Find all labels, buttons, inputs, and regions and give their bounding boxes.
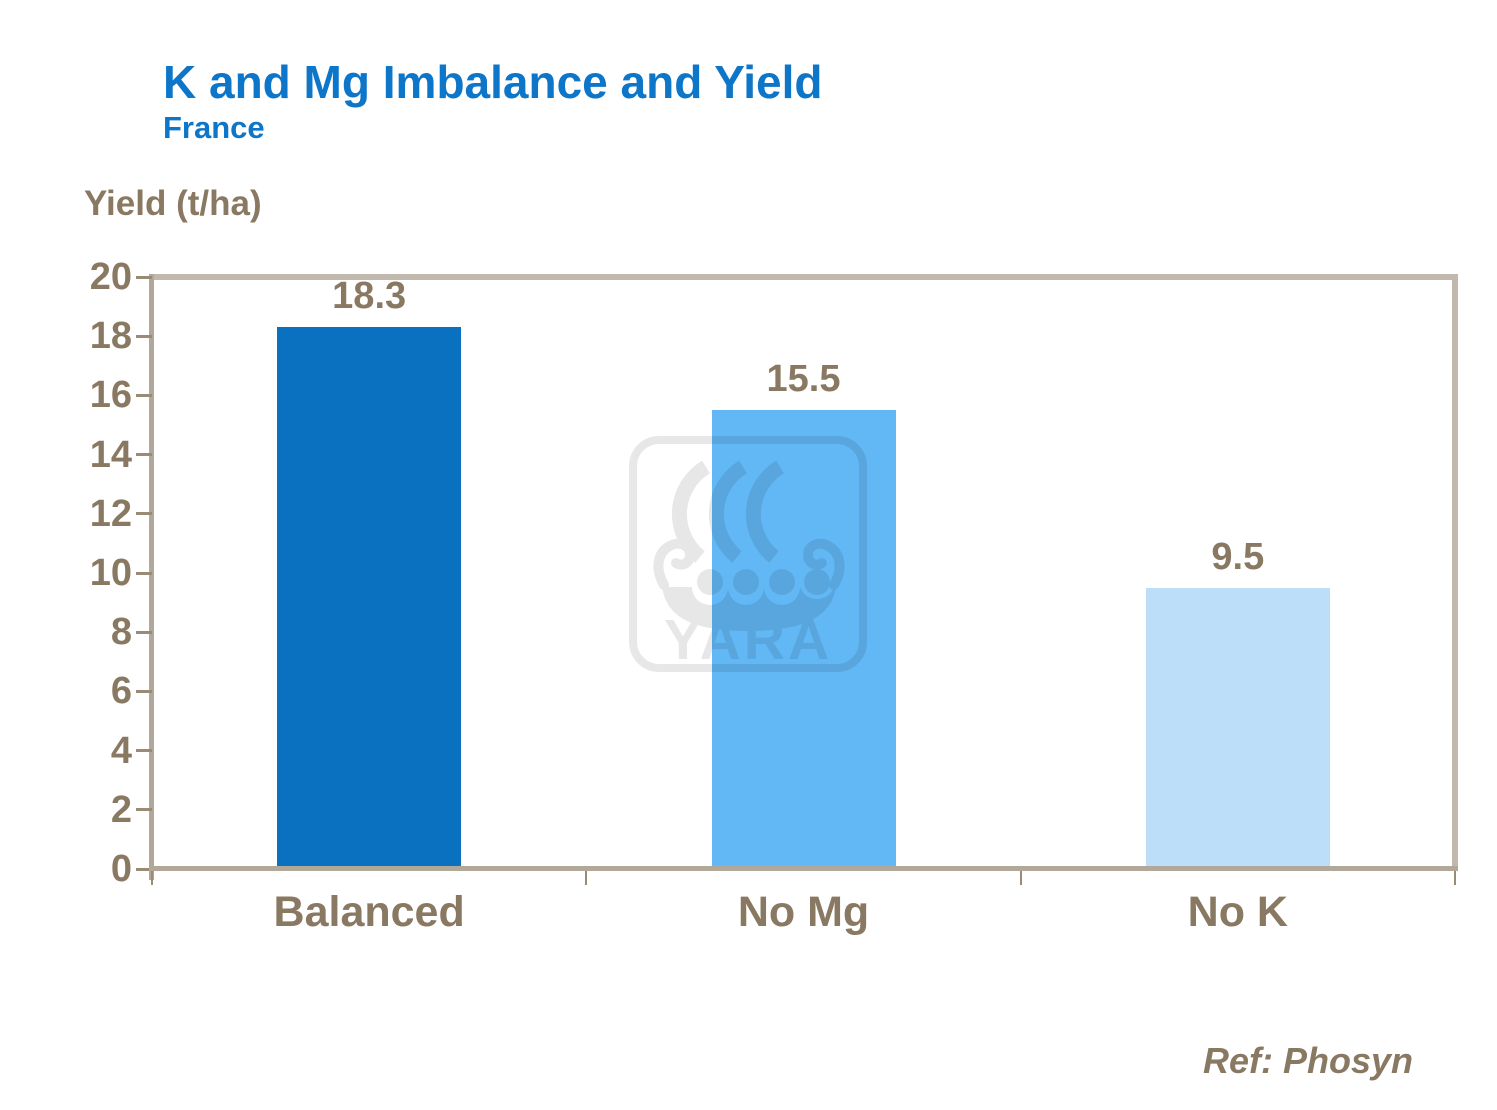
y-tick-label: 18 xyxy=(89,315,132,358)
y-tick-mark xyxy=(136,689,152,693)
plot-border-top xyxy=(152,274,1455,280)
y-tick-mark xyxy=(136,275,152,279)
bar-no-k xyxy=(1145,587,1330,869)
y-tick-mark xyxy=(136,630,152,634)
x-tick-mark xyxy=(151,870,153,885)
y-tick-label: 10 xyxy=(89,552,132,594)
y-tick-label: 2 xyxy=(110,788,132,831)
chart-subtitle: France xyxy=(163,110,265,145)
y-tick-label: 20 xyxy=(89,256,132,298)
y-tick-mark xyxy=(136,453,152,457)
y-tick-mark xyxy=(136,571,152,575)
y-tick-label: 4 xyxy=(110,729,132,772)
x-tick-mark xyxy=(1019,870,1022,885)
category-label-no-k: No K xyxy=(1187,888,1288,936)
y-tick-label: 16 xyxy=(89,374,132,417)
bar-value-label: 18.3 xyxy=(332,275,407,318)
x-tick-mark xyxy=(585,870,588,885)
bar-no-mg xyxy=(711,410,896,869)
y-tick-label: 8 xyxy=(110,611,132,654)
y-tick-label: 12 xyxy=(89,492,132,535)
y-tick-label: 6 xyxy=(110,670,132,713)
y-tick-mark xyxy=(136,393,152,397)
y-axis-line xyxy=(149,274,154,880)
y-tick-mark xyxy=(136,808,152,812)
bar-balanced xyxy=(277,327,462,869)
y-tick-label: 0 xyxy=(110,848,132,890)
bar-value-label: 9.5 xyxy=(1211,535,1265,578)
y-tick-label: 14 xyxy=(89,433,132,476)
category-label-no-mg: No Mg xyxy=(737,888,870,936)
y-tick-mark xyxy=(136,749,152,753)
x-axis-line xyxy=(149,866,1458,871)
chart-title: K and Mg Imbalance and Yield xyxy=(163,56,823,108)
y-tick-mark xyxy=(136,867,152,871)
plot-border-right xyxy=(1452,274,1458,869)
category-label-balanced: Balanced xyxy=(273,888,465,936)
y-tick-mark xyxy=(136,334,152,338)
plot-area xyxy=(149,274,1458,880)
x-tick-mark xyxy=(1454,870,1456,885)
reference-text: Ref: Phosyn xyxy=(1202,1040,1413,1081)
bar-value-label: 15.5 xyxy=(766,358,841,401)
y-tick-mark xyxy=(136,512,152,516)
y-axis-title: Yield (t/ha) xyxy=(84,184,262,223)
